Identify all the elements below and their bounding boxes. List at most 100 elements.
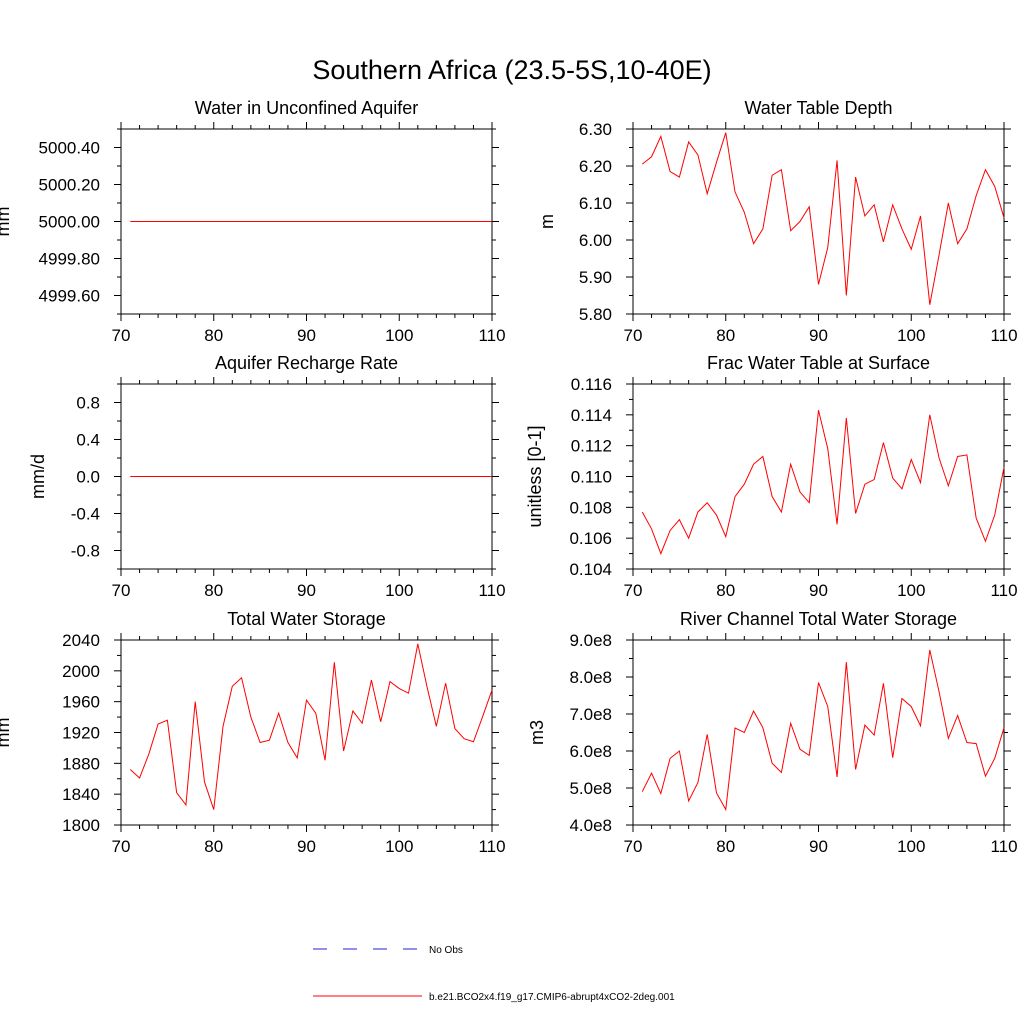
y-tick-label: 6.20 xyxy=(579,157,612,176)
x-tick-label: 100 xyxy=(897,837,925,856)
x-tick-label: 70 xyxy=(112,837,131,856)
y-axis-label: unitless [0-1] xyxy=(525,425,545,527)
panel-title: Water Table Depth xyxy=(744,98,892,118)
plot-frame xyxy=(120,639,493,826)
x-tick-label: 110 xyxy=(990,837,1017,856)
series-group xyxy=(641,649,1005,812)
legend-label-model: b.e21.BCO2x4.f19_g17.CMIP6-abrupt4xCO2-2… xyxy=(429,992,675,1003)
x-tick-label: 90 xyxy=(297,837,316,856)
axis-ticks: 70 80 90 100 110 4999.60 4999.80 5000.00 5000.20… xyxy=(39,122,506,345)
x-tick-label: 70 xyxy=(624,581,643,600)
y-tick-label: 2040 xyxy=(62,631,100,650)
axis-ticks: 70 80 90 100 110 -0.8 -0.4 0.0 0.4 0.8 xyxy=(71,377,506,600)
y-tick-label: 6.10 xyxy=(579,194,612,213)
y-axis-label: mm/d xyxy=(28,454,48,499)
series-group xyxy=(641,132,1005,305)
y-tick-label: 0.104 xyxy=(569,560,612,579)
page-title: Southern Africa (23.5-5S,10-40E) xyxy=(312,55,711,85)
y-tick-label: 1880 xyxy=(62,754,100,773)
y-tick-label: 0.8 xyxy=(76,394,100,413)
y-tick-label: 6.00 xyxy=(579,231,612,250)
panel-title: River Channel Total Water Storage xyxy=(680,609,957,629)
series-group xyxy=(641,410,1005,555)
y-tick-label: 4.0e8 xyxy=(569,816,612,835)
y-axis-label: m3 xyxy=(527,720,547,745)
panel-title: Total Water Storage xyxy=(227,609,385,629)
y-axis-label: mm xyxy=(0,718,13,748)
panel-aquifer-recharge-rate: Aquifer Recharge Rate mm/d 70 80 90 100 110 -… xyxy=(28,353,506,600)
panel-water-table-depth: Water Table Depth m 70 80 90 100 110 5.80 5.90… xyxy=(537,98,1018,345)
axis-ticks: 70 80 90 100 110 1800 1840 1880 1920 1960 2000 2040 xyxy=(62,631,505,856)
panel-frac-water-table-surface: Frac Water Table at Surface unitless [0-… xyxy=(525,353,1018,600)
axis-ticks: 70 80 90 100 110 0.104 0.106 0.108 0.110 0.112 0.1… xyxy=(569,375,1017,600)
x-tick-label: 90 xyxy=(809,581,828,600)
axis-ticks: 70 80 90 100 110 5.80 5.90 6.00 6.10 6.20 6.30 xyxy=(579,120,1018,345)
y-tick-label: 5000.20 xyxy=(39,176,100,195)
series-line xyxy=(641,410,1005,555)
legend-label-no-obs: No Obs xyxy=(429,945,463,956)
panel-water-unconfined-aquifer: Water in Unconfined Aquifer mm 70 80 90 100… xyxy=(0,98,506,345)
plot-frame xyxy=(632,639,1005,826)
y-tick-label: 8.0e8 xyxy=(569,668,612,687)
y-tick-label: 6.0e8 xyxy=(569,742,612,761)
y-tick-label: -0.8 xyxy=(71,542,100,561)
x-tick-label: 70 xyxy=(624,326,643,345)
x-tick-label: 70 xyxy=(112,581,131,600)
x-tick-label: 70 xyxy=(624,837,643,856)
x-tick-label: 110 xyxy=(990,581,1017,600)
y-tick-label: 7.0e8 xyxy=(569,705,612,724)
x-tick-label: 80 xyxy=(204,326,223,345)
x-tick-label: 100 xyxy=(385,581,413,600)
y-tick-label: 9.0e8 xyxy=(569,631,612,650)
y-tick-label: 0.108 xyxy=(569,498,612,517)
y-axis-label: m xyxy=(537,214,557,229)
y-tick-label: 6.30 xyxy=(579,120,612,139)
panel-title: Water in Unconfined Aquifer xyxy=(195,98,418,118)
y-tick-label: 2000 xyxy=(62,662,100,681)
y-tick-label: 5.80 xyxy=(579,305,612,324)
y-tick-label: 0.106 xyxy=(569,529,612,548)
y-tick-label: 0.4 xyxy=(76,431,100,450)
y-tick-label: 0.116 xyxy=(571,375,612,394)
y-tick-label: 0.0 xyxy=(76,468,100,487)
legend: No Obs b.e21.BCO2x4.f19_g17.CMIP6-abrupt… xyxy=(313,945,675,1003)
x-tick-label: 110 xyxy=(478,326,505,345)
x-tick-label: 90 xyxy=(297,581,316,600)
series-group xyxy=(129,643,493,810)
y-tick-label: 1800 xyxy=(62,816,100,835)
y-tick-label: 5000.40 xyxy=(39,139,100,158)
x-tick-label: 110 xyxy=(990,326,1017,345)
series-line xyxy=(641,649,1005,812)
x-tick-label: 80 xyxy=(716,837,735,856)
y-tick-label: 5000.00 xyxy=(39,213,100,232)
y-tick-label: 0.114 xyxy=(571,406,612,425)
x-tick-label: 80 xyxy=(716,581,735,600)
y-tick-label: 0.112 xyxy=(571,437,612,456)
y-tick-label: 5.0e8 xyxy=(569,779,612,798)
y-tick-label: 0.110 xyxy=(571,468,612,487)
series-line xyxy=(641,132,1005,305)
x-tick-label: 90 xyxy=(809,326,828,345)
plot-frame xyxy=(632,383,1005,570)
x-tick-label: 80 xyxy=(204,837,223,856)
panel-river-channel-storage: River Channel Total Water Storage m3 70 8… xyxy=(527,609,1018,856)
y-tick-label: 1960 xyxy=(62,693,100,712)
panel-title: Frac Water Table at Surface xyxy=(707,353,930,373)
axis-ticks: 70 80 90 100 110 4.0e8 5.0e8 6.0e8 7.0e8 8.0e8 9.0… xyxy=(569,631,1017,856)
y-tick-label: 1920 xyxy=(62,724,100,743)
y-tick-label: -0.4 xyxy=(71,505,100,524)
x-tick-label: 100 xyxy=(385,837,413,856)
x-tick-label: 90 xyxy=(809,837,828,856)
x-tick-label: 110 xyxy=(478,581,505,600)
x-tick-label: 100 xyxy=(897,326,925,345)
x-tick-label: 90 xyxy=(297,326,316,345)
plot-frame xyxy=(632,128,1005,315)
y-tick-label: 4999.80 xyxy=(39,250,100,269)
x-tick-label: 80 xyxy=(716,326,735,345)
x-tick-label: 100 xyxy=(897,581,925,600)
panel-total-water-storage: Total Water Storage mm 70 80 90 100 110 1800 1… xyxy=(0,609,506,856)
series-line xyxy=(129,643,493,810)
y-axis-label: mm xyxy=(0,207,13,237)
x-tick-label: 100 xyxy=(385,326,413,345)
